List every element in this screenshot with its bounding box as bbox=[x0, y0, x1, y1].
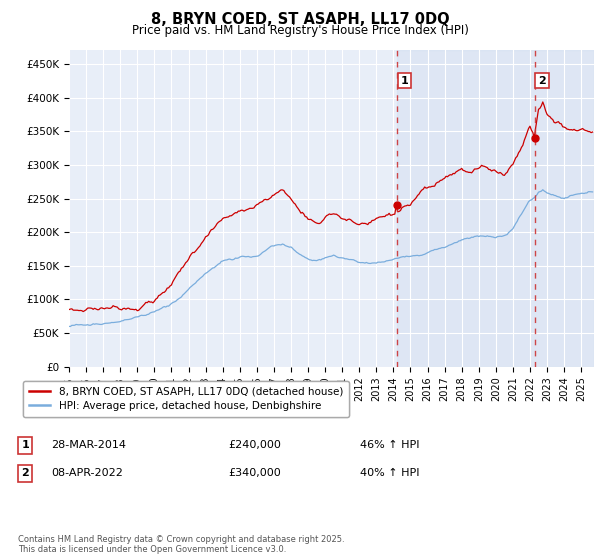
Text: 8, BRYN COED, ST ASAPH, LL17 0DQ: 8, BRYN COED, ST ASAPH, LL17 0DQ bbox=[151, 12, 449, 27]
Bar bbox=[397, 50, 594, 367]
Text: 46% ↑ HPI: 46% ↑ HPI bbox=[360, 440, 419, 450]
Text: Price paid vs. HM Land Registry's House Price Index (HPI): Price paid vs. HM Land Registry's House … bbox=[131, 24, 469, 36]
Text: 40% ↑ HPI: 40% ↑ HPI bbox=[360, 468, 419, 478]
Text: £340,000: £340,000 bbox=[228, 468, 281, 478]
Text: Contains HM Land Registry data © Crown copyright and database right 2025.
This d: Contains HM Land Registry data © Crown c… bbox=[18, 535, 344, 554]
Text: 1: 1 bbox=[22, 440, 29, 450]
Text: 08-APR-2022: 08-APR-2022 bbox=[51, 468, 123, 478]
Text: 28-MAR-2014: 28-MAR-2014 bbox=[51, 440, 126, 450]
Text: 2: 2 bbox=[22, 468, 29, 478]
Text: 2: 2 bbox=[538, 76, 546, 86]
Text: £240,000: £240,000 bbox=[228, 440, 281, 450]
Text: 1: 1 bbox=[401, 76, 409, 86]
Legend: 8, BRYN COED, ST ASAPH, LL17 0DQ (detached house), HPI: Average price, detached : 8, BRYN COED, ST ASAPH, LL17 0DQ (detach… bbox=[23, 381, 349, 417]
